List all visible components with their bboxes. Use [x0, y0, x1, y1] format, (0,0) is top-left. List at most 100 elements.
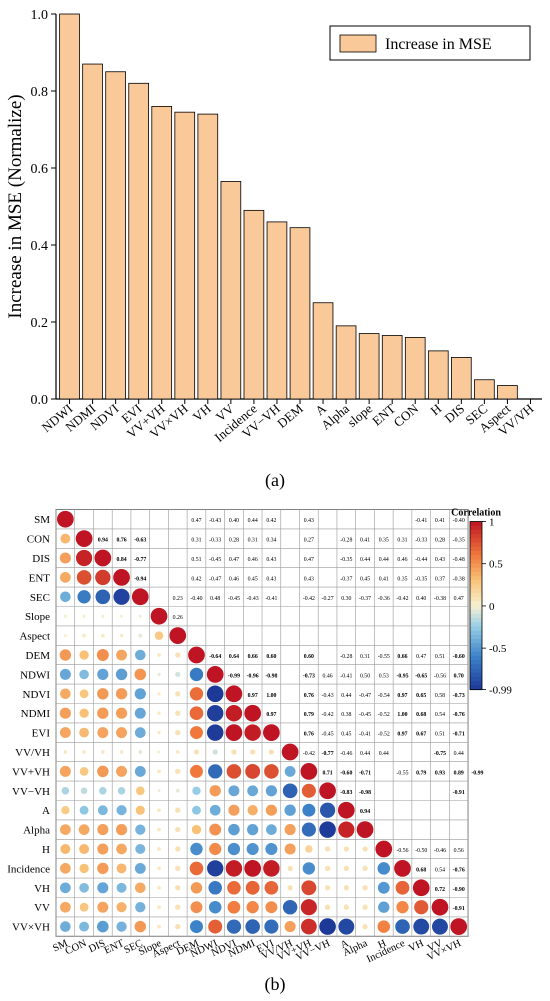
correlation-circle — [116, 805, 127, 816]
correlation-value-label: 0.76 — [304, 732, 314, 738]
correlation-circle — [175, 865, 181, 872]
x-tick-label: VH — [190, 401, 214, 425]
correlation-value-label: -0.45 — [359, 712, 371, 718]
x-tick-label: CON — [390, 400, 421, 430]
correlation-value-label: -0.64 — [209, 654, 221, 660]
correlation-value-label: 0.44 — [341, 693, 351, 699]
correlation-circle — [134, 882, 146, 894]
row-label: Alpha — [23, 825, 50, 837]
correlation-value-label: -0.71 — [359, 770, 371, 776]
correlation-circle — [246, 842, 259, 856]
correlation-value-label: 0.45 — [341, 732, 351, 738]
correlation-circle — [134, 862, 146, 874]
correlation-value-label: 0.44 — [360, 557, 370, 563]
correlation-value-label: 1.00 — [397, 712, 407, 718]
y-tick-label: 0.0 — [31, 393, 49, 408]
correlation-circle — [113, 588, 130, 605]
colorbar-tick-label: 0.5 — [489, 559, 503, 571]
correlation-value-label: 0.41 — [435, 518, 445, 524]
correlation-value-label: 0.53 — [379, 673, 389, 679]
correlation-value-label: -0.43 — [209, 518, 221, 524]
correlation-value-label: -0.47 — [359, 693, 371, 699]
correlation-circle — [97, 805, 108, 816]
correlation-circle — [282, 783, 298, 799]
correlation-circle — [212, 749, 218, 755]
row-label: VV×VH — [12, 922, 50, 934]
correlation-circle — [209, 804, 221, 816]
correlation-value-label: -0.45 — [322, 732, 334, 738]
correlation-circle — [263, 724, 280, 741]
correlation-circle — [60, 921, 71, 932]
correlation-value-label: 0.42 — [191, 576, 201, 582]
correlation-circle — [116, 921, 127, 932]
correlation-circle — [157, 730, 161, 735]
correlation-circle — [138, 633, 143, 638]
correlation-circle — [245, 919, 260, 934]
correlation-circle — [75, 549, 93, 567]
correlation-value-label: -0.45 — [228, 596, 240, 602]
correlation-circle — [138, 614, 142, 618]
bar — [335, 325, 357, 400]
correlation-circle — [157, 885, 161, 890]
correlation-value-label: 0.34 — [266, 538, 276, 544]
correlation-circle — [209, 842, 222, 856]
correlation-circle — [175, 885, 181, 891]
correlation-circle — [227, 900, 241, 914]
correlation-circle — [175, 671, 181, 678]
correlation-circle — [265, 785, 278, 797]
row-label: EVI — [32, 728, 51, 740]
correlation-value-label: 0.26 — [173, 615, 183, 621]
correlation-value-label: 0.50 — [360, 673, 370, 679]
correlation-circle — [281, 743, 299, 761]
bar — [451, 357, 472, 400]
row-label: NDWI — [20, 669, 50, 681]
correlation-circle — [208, 900, 222, 914]
correlation-value-label: 0.79 — [416, 770, 426, 776]
correlation-circle — [324, 865, 331, 872]
correlation-value-label: -0.63 — [134, 538, 146, 544]
correlation-circle — [377, 920, 391, 933]
row-label: VV/VH — [15, 747, 50, 759]
correlation-circle — [302, 803, 316, 817]
correlation-circle — [192, 805, 201, 815]
correlation-value-label: 0.46 — [323, 673, 333, 679]
colorbar-tick-label: -0.5 — [489, 643, 507, 655]
correlation-circle — [362, 923, 368, 930]
correlation-value-label: 0.44 — [379, 751, 389, 757]
correlation-value-label: 0.72 — [435, 887, 445, 893]
correlation-value-label: -0.45 — [209, 557, 221, 563]
column-label: CON — [64, 938, 89, 958]
correlation-value-label: 0.76 — [304, 693, 314, 699]
correlation-circle — [115, 823, 128, 836]
correlation-circle — [100, 633, 105, 638]
correlation-circle — [431, 918, 448, 935]
correlation-circle — [227, 881, 241, 895]
row-label: SEC — [30, 592, 50, 604]
correlation-circle — [157, 827, 161, 832]
correlation-circle — [97, 668, 109, 681]
colorbar-segment — [470, 626, 482, 632]
correlation-circle — [97, 707, 109, 719]
correlation-value-label: -0.65 — [415, 673, 427, 679]
correlation-value-label: -0.76 — [453, 867, 465, 873]
correlation-value-label: 0.23 — [173, 596, 183, 602]
y-tick-label: 0.4 — [31, 239, 49, 254]
correlation-value-label: -0.60 — [453, 654, 465, 660]
row-label: Slope — [25, 611, 50, 623]
correlation-circle — [79, 689, 89, 699]
correlation-circle — [394, 860, 411, 877]
correlation-value-label: 0.94 — [98, 538, 108, 544]
bar — [151, 106, 173, 400]
correlation-circle — [226, 919, 242, 934]
correlation-circle — [189, 706, 204, 720]
correlation-value-label: 0.47 — [304, 557, 314, 563]
correlation-circle — [82, 633, 86, 638]
correlation-circle — [75, 530, 93, 547]
correlation-circle — [300, 763, 318, 780]
colorbar-tick-label: 1 — [489, 517, 495, 529]
correlation-circle — [79, 844, 90, 854]
correlation-circle — [265, 842, 278, 856]
colorbar-segment — [470, 550, 482, 556]
correlation-circle — [175, 750, 180, 754]
correlation-circle — [247, 785, 259, 797]
